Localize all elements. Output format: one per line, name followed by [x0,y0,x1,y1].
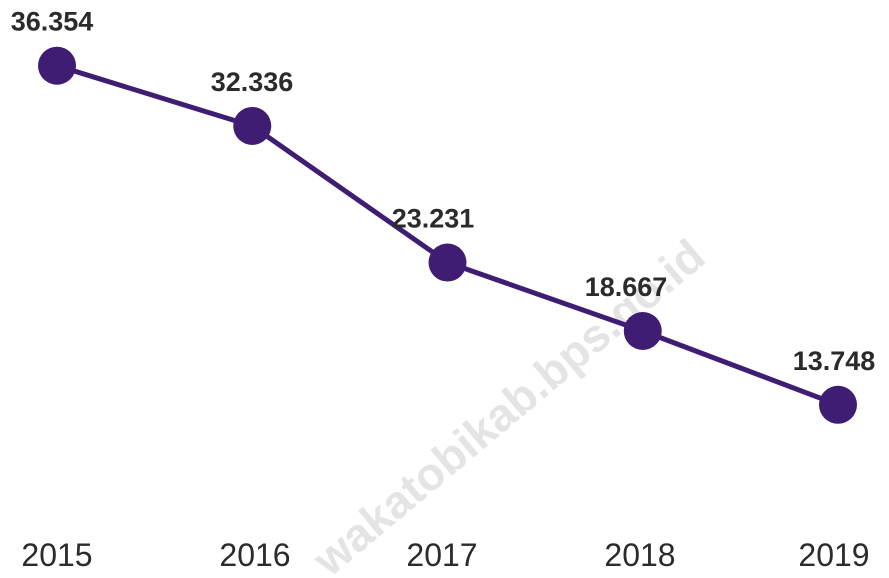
data-label-2015: 36.354 [11,7,94,37]
x-tick-2015: 2015 [21,537,92,573]
marker-2016 [233,106,272,145]
data-label-2017: 23.231 [392,204,475,234]
x-tick-2018: 2018 [604,537,675,573]
x-tick-2016: 2016 [219,537,290,573]
data-labels-group: 36.354 32.336 23.231 18.667 13.748 [11,7,876,376]
x-tick-2017: 2017 [406,537,477,573]
marker-2018 [623,311,662,350]
x-tick-2019: 2019 [798,537,869,573]
marker-2015 [38,46,76,85]
data-label-2016: 32.336 [211,67,294,97]
marker-2019 [819,385,857,424]
data-label-2019: 13.748 [793,346,876,376]
x-axis-ticks: 2015 2016 2017 2018 2019 [21,537,869,573]
series-line [56,63,839,408]
marker-2017 [428,243,467,282]
markers-group [38,46,857,424]
data-label-2018: 18.667 [585,272,668,302]
